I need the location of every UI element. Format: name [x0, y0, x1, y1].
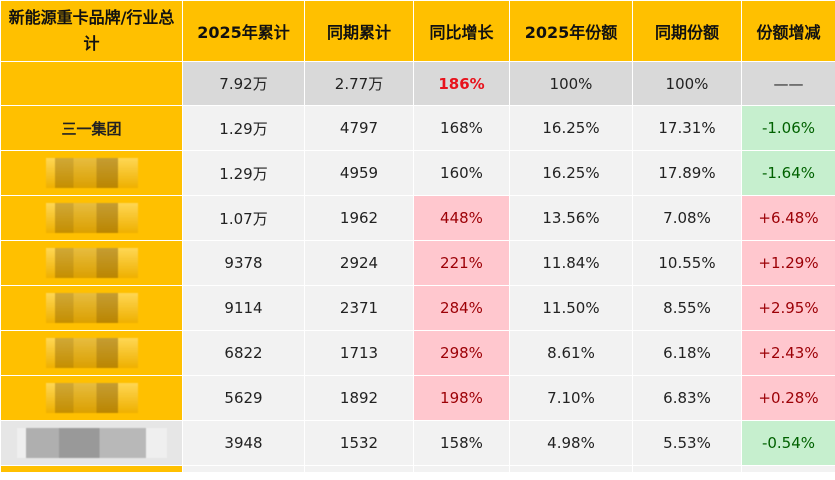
- blurred-brand-mask: [16, 428, 167, 458]
- blurred-brand-mask: [45, 158, 138, 188]
- share-change-cell: -0.54%: [741, 420, 835, 466]
- table-row: 1.29万 4959 160% 16.25% 17.89% -1.64%: [0, 150, 835, 196]
- total-ytd-2025: 7.92万: [182, 61, 305, 106]
- brand-cell-masked: [0, 420, 183, 466]
- table-row: 三一集团 1.29万 4797 168% 16.25% 17.31% -1.06…: [0, 105, 835, 151]
- blurred-brand-mask: [45, 383, 138, 413]
- blurred-brand-mask: [45, 338, 138, 368]
- ytd-prev-cell: 4797: [304, 105, 414, 151]
- yoy-cell: 221%: [413, 240, 510, 286]
- ytd-2025-cell: 9114: [182, 285, 305, 331]
- share-prev-cell: 7.08%: [632, 195, 742, 241]
- share-prev-cell: 6.83%: [632, 375, 742, 421]
- share-prev-cell: 17.31%: [632, 105, 742, 151]
- yoy-cell: 160%: [413, 150, 510, 196]
- share-prev-cell: 8.55%: [632, 285, 742, 331]
- total-share-2025: 100%: [509, 61, 633, 106]
- total-share-change: ——: [741, 61, 835, 106]
- brand-cell-masked: [0, 195, 183, 241]
- share-change-cell: -1.64%: [741, 150, 835, 196]
- yoy-cell: 198%: [413, 375, 510, 421]
- header-share-prev: 同期份额: [632, 0, 742, 62]
- total-label-cell: [0, 61, 183, 106]
- blurred-brand-mask: [45, 248, 138, 278]
- table-row: 5629 1892 198% 7.10% 6.83% +0.28%: [0, 375, 835, 421]
- table-row-partial: [0, 465, 835, 473]
- share-change-cell: +0.28%: [741, 375, 835, 421]
- cell-partial: [182, 465, 305, 473]
- table-row: 9378 2924 221% 11.84% 10.55% +1.29%: [0, 240, 835, 286]
- ytd-prev-cell: 2371: [304, 285, 414, 331]
- share-prev-cell: 17.89%: [632, 150, 742, 196]
- brand-cell-masked: [0, 375, 183, 421]
- share-prev-cell: 6.18%: [632, 330, 742, 376]
- share-change-cell: +2.43%: [741, 330, 835, 376]
- share-2025-cell: 13.56%: [509, 195, 633, 241]
- share-change-cell: +2.95%: [741, 285, 835, 331]
- header-ytd-2025: 2025年累计: [182, 0, 305, 62]
- share-2025-cell: 16.25%: [509, 150, 633, 196]
- share-change-cell: +1.29%: [741, 240, 835, 286]
- share-2025-cell: 11.50%: [509, 285, 633, 331]
- table-row: 9114 2371 284% 11.50% 8.55% +2.95%: [0, 285, 835, 331]
- brand-cell-masked: [0, 285, 183, 331]
- ytd-2025-cell: 1.29万: [182, 150, 305, 196]
- header-share-change: 份额增减: [741, 0, 835, 62]
- brand-cell: 三一集团: [0, 105, 183, 151]
- share-2025-cell: 7.10%: [509, 375, 633, 421]
- cell-partial: [304, 465, 414, 473]
- yoy-cell: 298%: [413, 330, 510, 376]
- total-yoy: 186%: [413, 61, 510, 106]
- ytd-2025-cell: 1.29万: [182, 105, 305, 151]
- table-row: 6822 1713 298% 8.61% 6.18% +2.43%: [0, 330, 835, 376]
- header-share-2025: 2025年份额: [509, 0, 633, 62]
- header-ytd-prev: 同期累计: [304, 0, 414, 62]
- ytd-prev-cell: 4959: [304, 150, 414, 196]
- yoy-cell: 168%: [413, 105, 510, 151]
- header-brand: 新能源重卡品牌/行业总计: [0, 0, 183, 62]
- blurred-brand-mask: [45, 203, 138, 233]
- share-prev-cell: 5.53%: [632, 420, 742, 466]
- brand-cell-masked: [0, 150, 183, 196]
- yoy-cell: 448%: [413, 195, 510, 241]
- brand-cell-partial: [0, 465, 183, 473]
- ytd-2025-cell: 1.07万: [182, 195, 305, 241]
- header-yoy: 同比增长: [413, 0, 510, 62]
- ytd-2025-cell: 6822: [182, 330, 305, 376]
- share-2025-cell: 8.61%: [509, 330, 633, 376]
- table-row: 1.07万 1962 448% 13.56% 7.08% +6.48%: [0, 195, 835, 241]
- total-share-prev: 100%: [632, 61, 742, 106]
- cell-partial: [413, 465, 510, 473]
- share-change-cell: -1.06%: [741, 105, 835, 151]
- brand-cell-masked: [0, 330, 183, 376]
- ytd-2025-cell: 9378: [182, 240, 305, 286]
- ytd-prev-cell: 1892: [304, 375, 414, 421]
- share-2025-cell: 16.25%: [509, 105, 633, 151]
- blurred-brand-mask: [45, 293, 138, 323]
- cell-partial: [741, 465, 835, 473]
- total-ytd-prev: 2.77万: [304, 61, 414, 106]
- ytd-prev-cell: 1532: [304, 420, 414, 466]
- ytd-prev-cell: 1713: [304, 330, 414, 376]
- share-2025-cell: 4.98%: [509, 420, 633, 466]
- share-change-cell: +6.48%: [741, 195, 835, 241]
- brand-cell-masked: [0, 240, 183, 286]
- ytd-prev-cell: 1962: [304, 195, 414, 241]
- share-prev-cell: 10.55%: [632, 240, 742, 286]
- ytd-prev-cell: 2924: [304, 240, 414, 286]
- cell-partial: [632, 465, 742, 473]
- table-row: 3948 1532 158% 4.98% 5.53% -0.54%: [0, 420, 835, 466]
- cell-partial: [509, 465, 633, 473]
- share-2025-cell: 11.84%: [509, 240, 633, 286]
- ytd-2025-cell: 3948: [182, 420, 305, 466]
- header-row: 新能源重卡品牌/行业总计 2025年累计 同期累计 同比增长 2025年份额 同…: [0, 0, 835, 62]
- ytd-2025-cell: 5629: [182, 375, 305, 421]
- yoy-cell: 284%: [413, 285, 510, 331]
- yoy-cell: 158%: [413, 420, 510, 466]
- total-row: 7.92万 2.77万 186% 100% 100% ——: [0, 61, 835, 106]
